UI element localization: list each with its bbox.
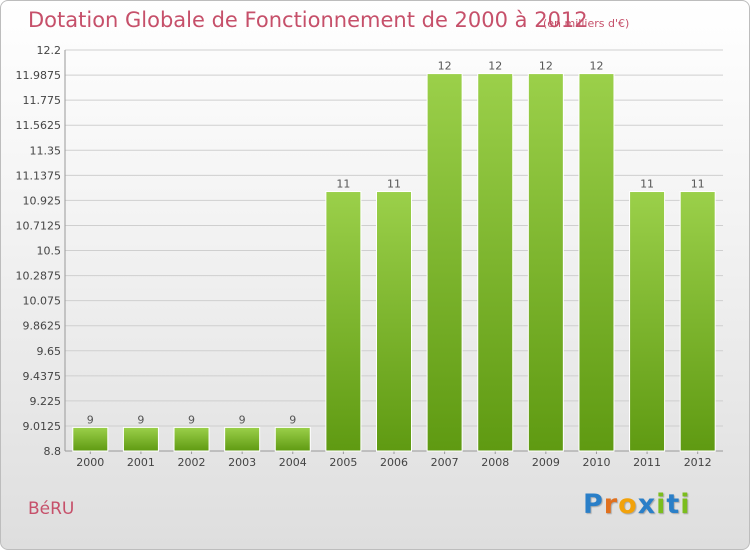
y-tick-label: 10.5 bbox=[37, 245, 62, 258]
data-label: 11 bbox=[640, 178, 654, 191]
bar bbox=[224, 426, 261, 452]
data-label: 9 bbox=[289, 413, 296, 426]
data-label: 9 bbox=[239, 413, 246, 426]
data-label: 9 bbox=[188, 413, 195, 426]
logo-letter: x bbox=[637, 489, 657, 520]
unit-note: (en milliers d'€) bbox=[543, 17, 630, 30]
data-label: 12 bbox=[589, 60, 603, 73]
x-tick-label: 2007 bbox=[431, 456, 459, 469]
logo-letter: P bbox=[583, 489, 604, 520]
bar bbox=[72, 426, 109, 452]
y-tick-label: 9.0125 bbox=[23, 420, 62, 433]
bar bbox=[274, 426, 311, 452]
x-tick-label: 2005 bbox=[329, 456, 357, 469]
bar bbox=[376, 191, 412, 452]
bar bbox=[122, 426, 159, 452]
y-tick-label: 11.5625 bbox=[16, 119, 62, 132]
y-tick-label: 8.8 bbox=[44, 445, 62, 458]
bar bbox=[578, 73, 615, 452]
bar bbox=[679, 191, 716, 452]
x-tick-label: 2008 bbox=[481, 456, 509, 469]
bar bbox=[477, 73, 514, 452]
x-tick-label: 2001 bbox=[127, 456, 155, 469]
bar bbox=[527, 73, 564, 452]
bar bbox=[173, 426, 210, 452]
x-tick-label: 2003 bbox=[228, 456, 256, 469]
y-tick-label: 10.7125 bbox=[16, 219, 62, 232]
data-label: 12 bbox=[488, 60, 502, 73]
y-tick-label: 12.2 bbox=[37, 44, 62, 57]
x-tick-label: 2011 bbox=[633, 456, 661, 469]
data-label: 9 bbox=[137, 413, 144, 426]
bar bbox=[629, 191, 666, 452]
logo-letter: i bbox=[680, 489, 691, 520]
place-name: BéRU bbox=[28, 499, 75, 519]
data-label: 11 bbox=[336, 178, 350, 191]
x-tick-label: 2010 bbox=[582, 456, 610, 469]
logo-letter: i bbox=[656, 489, 667, 520]
y-tick-label: 9.4375 bbox=[23, 370, 62, 383]
data-label: 11 bbox=[691, 178, 705, 191]
y-tick-label: 9.65 bbox=[37, 345, 62, 358]
logo-letter: t bbox=[666, 489, 681, 520]
x-tick-label: 2012 bbox=[684, 456, 712, 469]
x-tick-label: 2009 bbox=[532, 456, 560, 469]
bars bbox=[72, 73, 716, 452]
y-tick-label: 11.9875 bbox=[16, 69, 62, 82]
data-label: 11 bbox=[387, 178, 401, 191]
proxiti-logo[interactable]: Proxiti bbox=[583, 489, 691, 520]
x-tick-label: 2002 bbox=[178, 456, 206, 469]
x-tick-label: 2006 bbox=[380, 456, 408, 469]
y-tick-label: 10.925 bbox=[23, 194, 62, 207]
data-label: 12 bbox=[539, 60, 553, 73]
y-tick-label: 10.075 bbox=[23, 295, 62, 308]
x-tick-label: 2000 bbox=[76, 456, 104, 469]
bar bbox=[426, 73, 463, 452]
x-tick-label: 2004 bbox=[279, 456, 307, 469]
y-tick-label: 10.2875 bbox=[16, 270, 62, 283]
y-tick-label: 11.775 bbox=[23, 94, 62, 107]
bar bbox=[325, 191, 362, 452]
y-tick-label: 11.1375 bbox=[16, 169, 62, 182]
data-label: 9 bbox=[87, 413, 94, 426]
y-tick-label: 11.35 bbox=[30, 144, 62, 157]
y-tick-label: 9.225 bbox=[30, 395, 62, 408]
labels: 8.8 9.0125 9.225 9.4375 9.65 9.8625 10.075 10.2… bbox=[16, 44, 712, 469]
logo-letter: r bbox=[603, 489, 619, 520]
chart-title: Dotation Globale de Fonctionnement de 20… bbox=[28, 8, 588, 32]
y-tick-label: 9.8625 bbox=[23, 320, 62, 333]
logo-letter: o bbox=[618, 489, 638, 520]
data-label: 12 bbox=[438, 60, 452, 73]
